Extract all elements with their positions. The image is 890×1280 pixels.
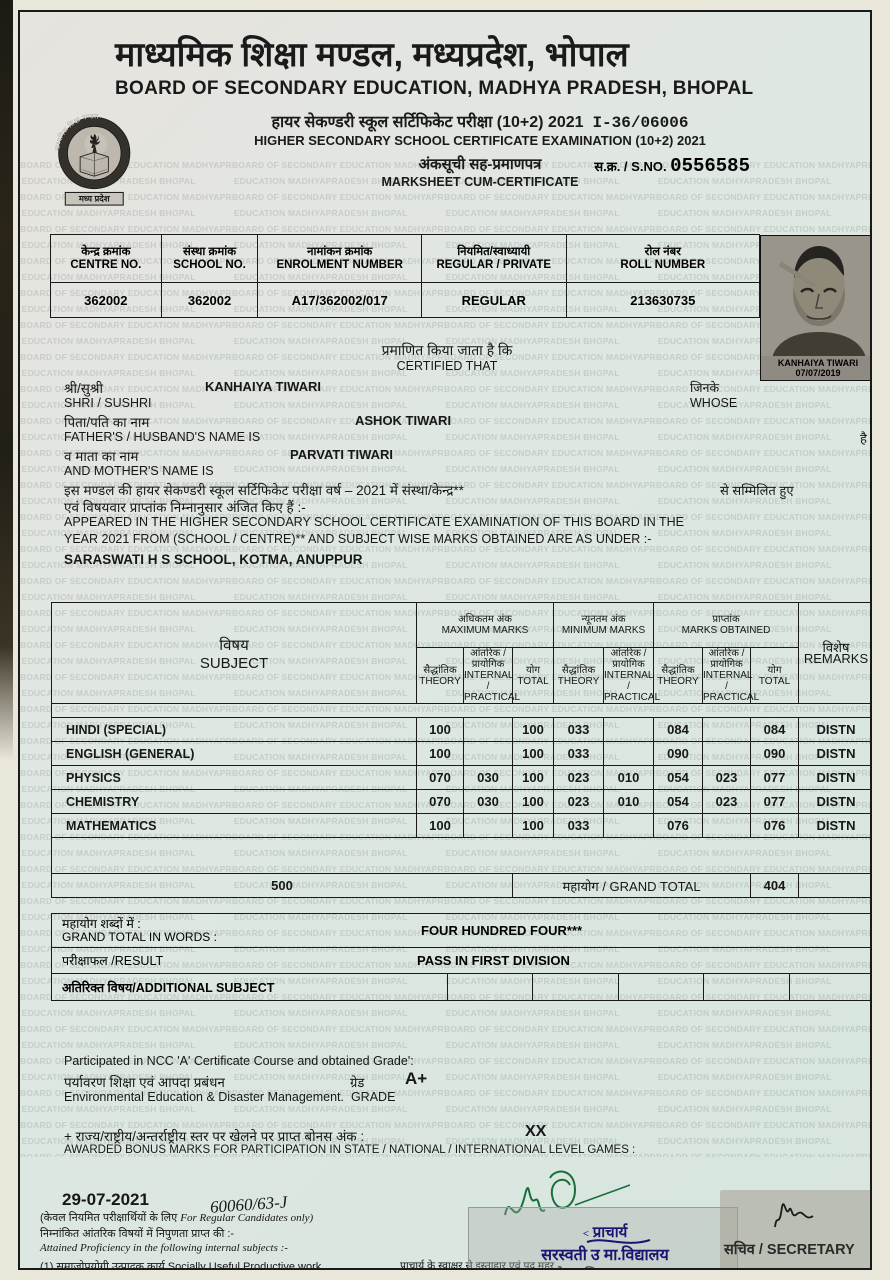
svg-text:मध्य प्रदेश: मध्य प्रदेश (78, 194, 111, 204)
